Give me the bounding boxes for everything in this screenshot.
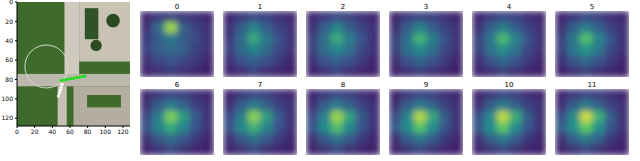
svg-text:80: 80	[84, 128, 92, 135]
svg-text:100: 100	[8, 95, 13, 102]
svg-text:2: 2	[341, 3, 345, 11]
svg-text:0: 0	[175, 3, 179, 11]
svg-text:60: 60	[66, 128, 74, 135]
svg-text:100: 100	[100, 128, 112, 135]
svg-text:60: 60	[8, 56, 13, 63]
svg-text:0: 0	[15, 128, 19, 135]
svg-text:5: 5	[590, 3, 594, 11]
svg-text:40: 40	[8, 37, 13, 44]
svg-text:6: 6	[175, 81, 180, 89]
svg-text:120: 120	[8, 114, 13, 121]
svg-text:11: 11	[588, 81, 597, 89]
svg-text:7: 7	[258, 81, 262, 89]
svg-text:120: 120	[117, 128, 129, 135]
svg-text:4: 4	[507, 3, 512, 11]
svg-text:9: 9	[424, 81, 428, 89]
svg-text:3: 3	[424, 3, 428, 11]
svg-text:40: 40	[48, 128, 56, 135]
svg-text:20: 20	[8, 18, 13, 25]
svg-text:0: 0	[9, 0, 13, 5]
svg-text:8: 8	[341, 81, 345, 89]
svg-text:80: 80	[8, 76, 13, 83]
svg-text:20: 20	[31, 128, 39, 135]
svg-text:1: 1	[258, 3, 262, 11]
svg-text:10: 10	[505, 81, 514, 89]
